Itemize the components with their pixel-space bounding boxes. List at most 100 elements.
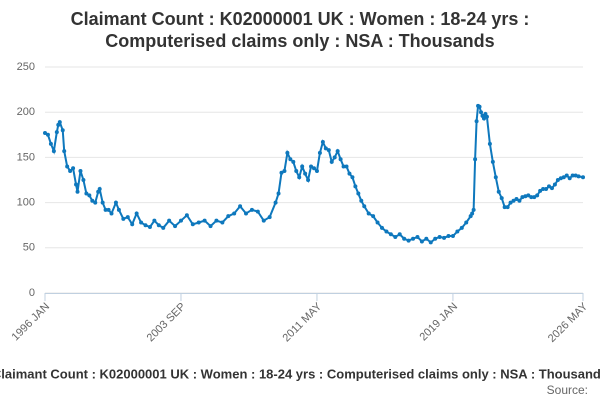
point bbox=[487, 141, 492, 146]
point bbox=[477, 104, 482, 109]
point bbox=[347, 171, 352, 176]
point bbox=[314, 168, 319, 173]
point bbox=[90, 198, 95, 203]
point bbox=[529, 195, 534, 200]
point bbox=[335, 149, 340, 154]
point bbox=[279, 170, 284, 175]
point bbox=[109, 211, 114, 216]
point bbox=[366, 211, 371, 216]
x-tick-label: 2019 JAN bbox=[417, 301, 460, 344]
point bbox=[196, 220, 201, 225]
point bbox=[134, 211, 139, 216]
chart-title: Computerised claims only : NSA : Thousan… bbox=[105, 31, 494, 51]
point bbox=[473, 157, 478, 162]
point bbox=[71, 166, 76, 171]
point bbox=[397, 232, 402, 237]
point bbox=[48, 141, 53, 146]
point bbox=[68, 168, 73, 173]
point bbox=[479, 110, 484, 115]
point bbox=[493, 175, 498, 180]
y-tick-label: 100 bbox=[17, 197, 35, 209]
point bbox=[433, 236, 438, 241]
point bbox=[93, 200, 98, 205]
point bbox=[455, 229, 460, 234]
point bbox=[326, 148, 331, 153]
point bbox=[511, 198, 516, 203]
point bbox=[544, 187, 549, 192]
footer-title: Claimant Count : K02000001 UK : Women : … bbox=[0, 366, 600, 381]
point bbox=[552, 182, 557, 187]
point bbox=[555, 178, 560, 182]
x-tick-label: 2026 MAY bbox=[546, 300, 591, 345]
point bbox=[323, 146, 328, 151]
source: Source: bbox=[547, 383, 588, 397]
point bbox=[393, 234, 398, 239]
point bbox=[167, 218, 172, 223]
point bbox=[244, 211, 249, 216]
point bbox=[51, 149, 56, 154]
point bbox=[538, 188, 543, 193]
point bbox=[156, 223, 161, 228]
point bbox=[541, 187, 546, 192]
point bbox=[312, 166, 316, 171]
point bbox=[581, 175, 585, 180]
point bbox=[309, 164, 314, 169]
point bbox=[116, 207, 121, 212]
point bbox=[291, 159, 296, 164]
point bbox=[202, 218, 207, 223]
point bbox=[300, 164, 305, 169]
point bbox=[273, 200, 278, 205]
y-tick-label: 200 bbox=[17, 106, 35, 118]
chart-title: Claimant Count : K02000001 UK : Women : … bbox=[71, 9, 530, 29]
point bbox=[428, 240, 433, 245]
point bbox=[255, 209, 260, 214]
point bbox=[54, 130, 59, 135]
point bbox=[411, 236, 416, 241]
y-tick-label: 0 bbox=[29, 287, 35, 299]
point bbox=[459, 225, 464, 230]
point bbox=[406, 238, 411, 243]
point bbox=[424, 236, 429, 241]
point bbox=[353, 184, 358, 189]
y-tick-label: 250 bbox=[17, 61, 35, 73]
point bbox=[139, 220, 144, 225]
point bbox=[567, 176, 572, 181]
point bbox=[125, 215, 130, 220]
point bbox=[576, 174, 581, 179]
point bbox=[78, 168, 83, 173]
point bbox=[62, 149, 67, 154]
point bbox=[60, 128, 65, 133]
point bbox=[526, 193, 531, 198]
point bbox=[267, 215, 272, 220]
point bbox=[306, 178, 311, 182]
point bbox=[178, 218, 183, 223]
point bbox=[84, 191, 89, 196]
point bbox=[190, 222, 195, 227]
point bbox=[161, 225, 166, 230]
point bbox=[481, 116, 486, 121]
point bbox=[329, 159, 334, 164]
x-tick-label: 2011 MAY bbox=[280, 300, 324, 344]
point bbox=[471, 207, 476, 212]
point bbox=[238, 204, 243, 209]
point bbox=[499, 196, 504, 201]
point bbox=[350, 175, 355, 180]
point bbox=[113, 200, 118, 205]
point bbox=[74, 182, 79, 187]
point bbox=[388, 232, 393, 237]
point bbox=[384, 229, 389, 234]
y-tick-label: 50 bbox=[23, 242, 35, 254]
point bbox=[317, 150, 322, 155]
point bbox=[514, 196, 519, 201]
point bbox=[220, 220, 225, 225]
point bbox=[130, 222, 135, 227]
point bbox=[564, 173, 569, 178]
point bbox=[505, 205, 510, 210]
point bbox=[303, 171, 308, 176]
point bbox=[371, 214, 376, 219]
point bbox=[282, 168, 287, 173]
point bbox=[226, 214, 231, 219]
point bbox=[362, 204, 367, 209]
point bbox=[344, 164, 349, 169]
